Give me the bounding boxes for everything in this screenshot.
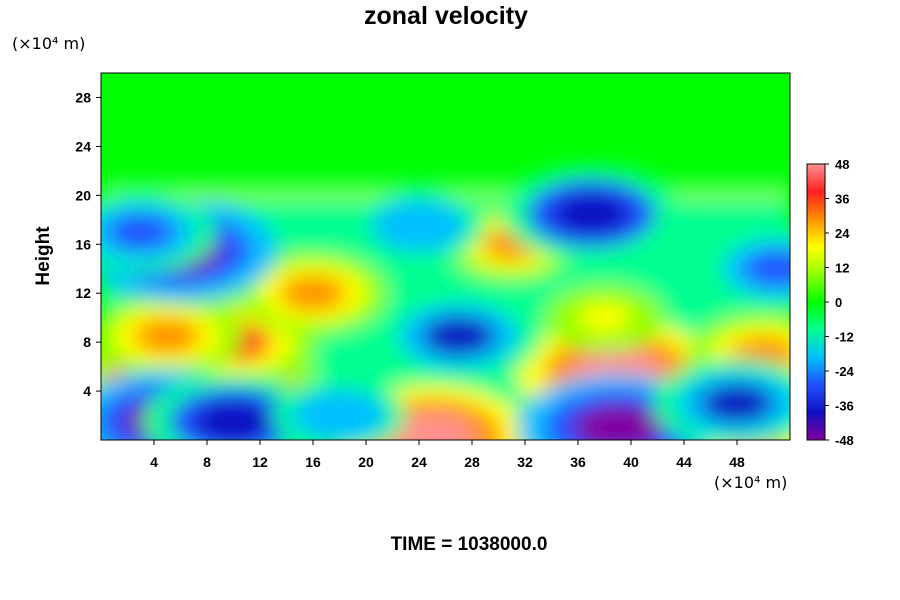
field-feature	[194, 400, 273, 440]
colorbar-tick-label: 36	[835, 192, 849, 207]
colorbar-tick-label: 0	[835, 295, 842, 310]
y-tick-label: 28	[75, 89, 91, 105]
field-layer	[101, 165, 790, 440]
colorbar-tick-label: -24	[835, 364, 855, 379]
colorbar-ticks: 48 36 24 12 0 -12 -24 -36 -48	[825, 157, 855, 448]
y-tick-label: 16	[75, 236, 91, 252]
x-tick-label: 4	[150, 454, 158, 470]
x-tick-label: 12	[252, 454, 268, 470]
field-feature	[389, 209, 449, 242]
colorbar-tick-label: -12	[835, 330, 854, 345]
chart-title: zonal velocity	[364, 2, 528, 30]
field-feature	[743, 250, 790, 287]
y-axis-unit: (×10⁴ m)	[12, 34, 85, 53]
colorbar-tick-label: -36	[835, 399, 854, 414]
colorbar-tick-label: 24	[835, 226, 850, 241]
x-tick-label: 32	[517, 454, 533, 470]
y-tick-label: 20	[75, 187, 91, 203]
field-feature	[310, 399, 369, 432]
plot-frame	[100, 72, 791, 441]
field-feature	[422, 316, 496, 356]
colorbar-tick-label: -48	[835, 433, 854, 448]
plot-area	[101, 73, 790, 440]
x-tick-label: 24	[411, 454, 427, 470]
field-feature	[552, 192, 631, 235]
x-tick-label: 48	[729, 454, 745, 470]
x-tick-label: 16	[305, 454, 321, 470]
colorbar-tick-label: 12	[835, 261, 849, 276]
colorbar	[806, 163, 826, 441]
time-label: TIME = 1038000.0	[391, 534, 548, 555]
x-axis-unit: (×10⁴ m)	[714, 473, 787, 492]
colorbar-tick-label: 48	[835, 157, 849, 172]
x-tick-label: 44	[676, 454, 692, 470]
x-axis-ticks: 4 8 12 16 20 24 28 32 36 40 44 48	[150, 440, 745, 470]
y-tick-label: 4	[83, 383, 91, 399]
field-feature	[280, 275, 346, 312]
x-tick-label: 20	[358, 454, 374, 470]
y-tick-label: 24	[75, 138, 91, 154]
y-axis-label: Height	[33, 226, 54, 286]
field-feature	[700, 383, 774, 424]
x-tick-label: 36	[570, 454, 586, 470]
field-feature	[577, 302, 632, 333]
x-tick-label: 40	[623, 454, 639, 470]
field-feature	[573, 404, 662, 440]
field-feature	[107, 214, 174, 250]
x-tick-label: 28	[464, 454, 480, 470]
y-tick-label: 8	[83, 334, 91, 350]
y-tick-label: 12	[75, 285, 91, 301]
y-axis-ticks: 4 8 12 16 20 24 28	[75, 89, 101, 399]
field-feature	[389, 413, 475, 440]
field-feature	[134, 318, 201, 354]
x-tick-label: 8	[203, 454, 211, 470]
